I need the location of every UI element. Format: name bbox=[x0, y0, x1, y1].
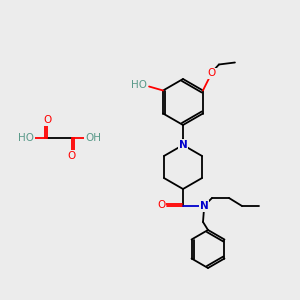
Text: O: O bbox=[68, 151, 76, 161]
Text: HO: HO bbox=[131, 80, 147, 89]
Text: O: O bbox=[157, 200, 165, 210]
Text: HO: HO bbox=[18, 133, 34, 143]
Text: N: N bbox=[200, 201, 208, 211]
Text: O: O bbox=[43, 115, 51, 125]
Text: OH: OH bbox=[85, 133, 101, 143]
Text: O: O bbox=[208, 68, 216, 79]
Text: N: N bbox=[178, 140, 188, 150]
